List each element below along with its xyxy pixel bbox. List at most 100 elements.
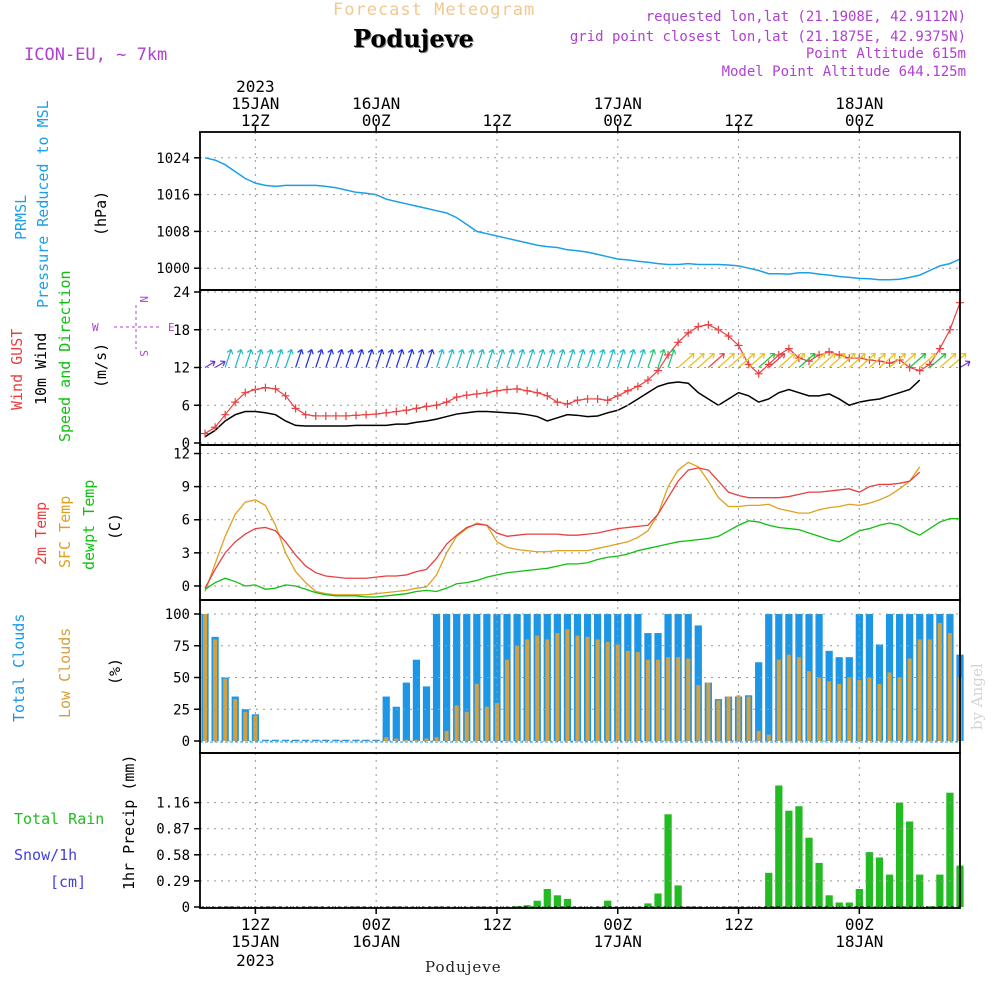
wind-arrow-head: [327, 349, 334, 355]
cloud-low-bar: [756, 730, 761, 741]
cloud-low-bar: [424, 738, 429, 741]
wind-arrow-shaft: [305, 349, 313, 368]
model-point-altitude: Model Point Altitude 644.125m: [721, 64, 966, 80]
y-tick-label: 12: [173, 447, 190, 463]
wind-10m-label: 10m Wind: [32, 333, 50, 405]
cloud-low-bar: [817, 677, 822, 741]
wind-arrow-icon: [627, 349, 636, 368]
wind-arrow-icon: [798, 352, 816, 368]
wind-arrow-icon: [647, 349, 657, 368]
wind-arrow-icon: [828, 352, 846, 368]
wind-arrow-icon: [919, 352, 937, 368]
top-axis-hour: 00Z: [362, 111, 391, 130]
cloud-low-bar: [776, 659, 781, 741]
top-axis-date: 17JAN: [594, 94, 642, 113]
wind-arrow-shaft: [889, 353, 906, 368]
axis-layer: 1000100810161024061218240369120255075100…: [156, 77, 961, 970]
gust-marker: [281, 391, 290, 400]
cloud-low-bar: [233, 699, 238, 741]
cloud-low-bar: [807, 671, 811, 741]
wind-arrow-icon: [879, 352, 897, 368]
y-tick-label: 1024: [156, 151, 190, 167]
cloud-low-bar: [505, 659, 510, 741]
y-tick-label: 6: [182, 513, 190, 529]
cloud-low-bar: [686, 658, 691, 741]
gust-marker: [935, 344, 944, 353]
cloud-low-bar: [857, 680, 862, 741]
prmsl-label: PRMSL: [12, 195, 30, 240]
cloud-low-bar: [213, 639, 218, 741]
wind-arrow-head: [719, 352, 725, 359]
gust-marker: [573, 396, 582, 405]
wind-arrow-head: [789, 352, 796, 359]
wind-arrow-head: [226, 349, 234, 355]
wind-arrow-shaft: [828, 353, 846, 368]
wind-arrow-shaft: [264, 349, 272, 368]
wind-arrow-icon: [818, 352, 836, 368]
top-axis-year: 2023: [236, 77, 275, 96]
y-tick-label: 9: [182, 480, 190, 496]
wind-arrow-head: [236, 349, 244, 355]
wind-arrow-icon: [274, 349, 284, 368]
gust-marker: [503, 385, 512, 394]
y-tick-label: 100: [165, 607, 190, 623]
top-axis-hour: 12Z: [483, 111, 512, 130]
wind-arrow-head: [277, 349, 284, 355]
gust-marker: [291, 404, 300, 413]
gust-marker: [583, 394, 592, 403]
precip-bar: [523, 905, 531, 907]
footer-location: Podujeve: [425, 958, 502, 976]
wind-arrow-head: [589, 349, 596, 355]
wind-arrow-head: [739, 352, 746, 359]
wind-arrow-shaft: [516, 349, 524, 368]
precip-bar: [906, 821, 914, 907]
wind-arrow-icon: [546, 349, 556, 368]
wind-arrow-shaft: [909, 353, 927, 368]
requested-coords: requested lon,lat (21.1908E, 42.9112N): [645, 9, 966, 25]
cloud-total-bar: [755, 662, 763, 741]
gust-marker: [563, 399, 572, 408]
wind-arrow-shaft: [707, 353, 725, 368]
cloud-low-bar: [243, 711, 248, 741]
gust-marker: [674, 338, 683, 347]
rain-label: Total Rain: [14, 810, 104, 828]
precip-bar: [946, 792, 954, 907]
wind-arrow-shaft: [274, 349, 283, 368]
gust-marker: [835, 350, 844, 359]
wind-arrow-shaft: [345, 349, 353, 368]
wind-arrow-head: [749, 352, 756, 359]
wind-arrow-icon: [899, 352, 917, 368]
precip-bar: [644, 903, 652, 907]
wind-arrow-head: [347, 349, 355, 355]
wind-arrow-icon: [657, 349, 667, 368]
wind-arrow-shaft: [335, 349, 343, 368]
snow-label: Snow/1h: [14, 846, 77, 864]
precip-bar: [795, 806, 803, 907]
wind-arrow-head: [870, 352, 876, 359]
prmsl-desc-label: Pressure Reduced to MSL: [34, 100, 52, 308]
temp-sfc-label: SFC Temp: [56, 496, 74, 568]
wind-arrow-icon: [234, 349, 244, 368]
precip-bar: [563, 898, 572, 907]
gust-marker: [895, 355, 904, 364]
wind-arrow-shaft: [556, 349, 564, 368]
wind-arrow-shaft: [536, 349, 544, 368]
wind-arrow-shaft: [617, 349, 625, 368]
wind-arrow-head: [458, 349, 465, 355]
wind-arrow-icon: [486, 349, 495, 368]
panel-frame-pressure: [199, 131, 961, 291]
wind-arrow-shaft: [425, 349, 434, 368]
cloud-low-bar: [535, 635, 540, 741]
y-tick-label: 0: [182, 436, 190, 452]
cloud-low-bar: [474, 683, 479, 741]
wind-arrow-head: [840, 352, 846, 359]
wind-arrow-shaft: [637, 349, 645, 368]
cloud-low-bar: [223, 678, 228, 741]
wind-arrow-icon: [939, 352, 957, 368]
wind-arrow-icon: [566, 349, 576, 368]
bottom-axis-hour: 00Z: [603, 915, 632, 934]
y-tick-label: 12: [173, 361, 190, 377]
bottom-axis-hour: 00Z: [845, 915, 874, 934]
wind-arrow-shaft: [415, 349, 423, 368]
